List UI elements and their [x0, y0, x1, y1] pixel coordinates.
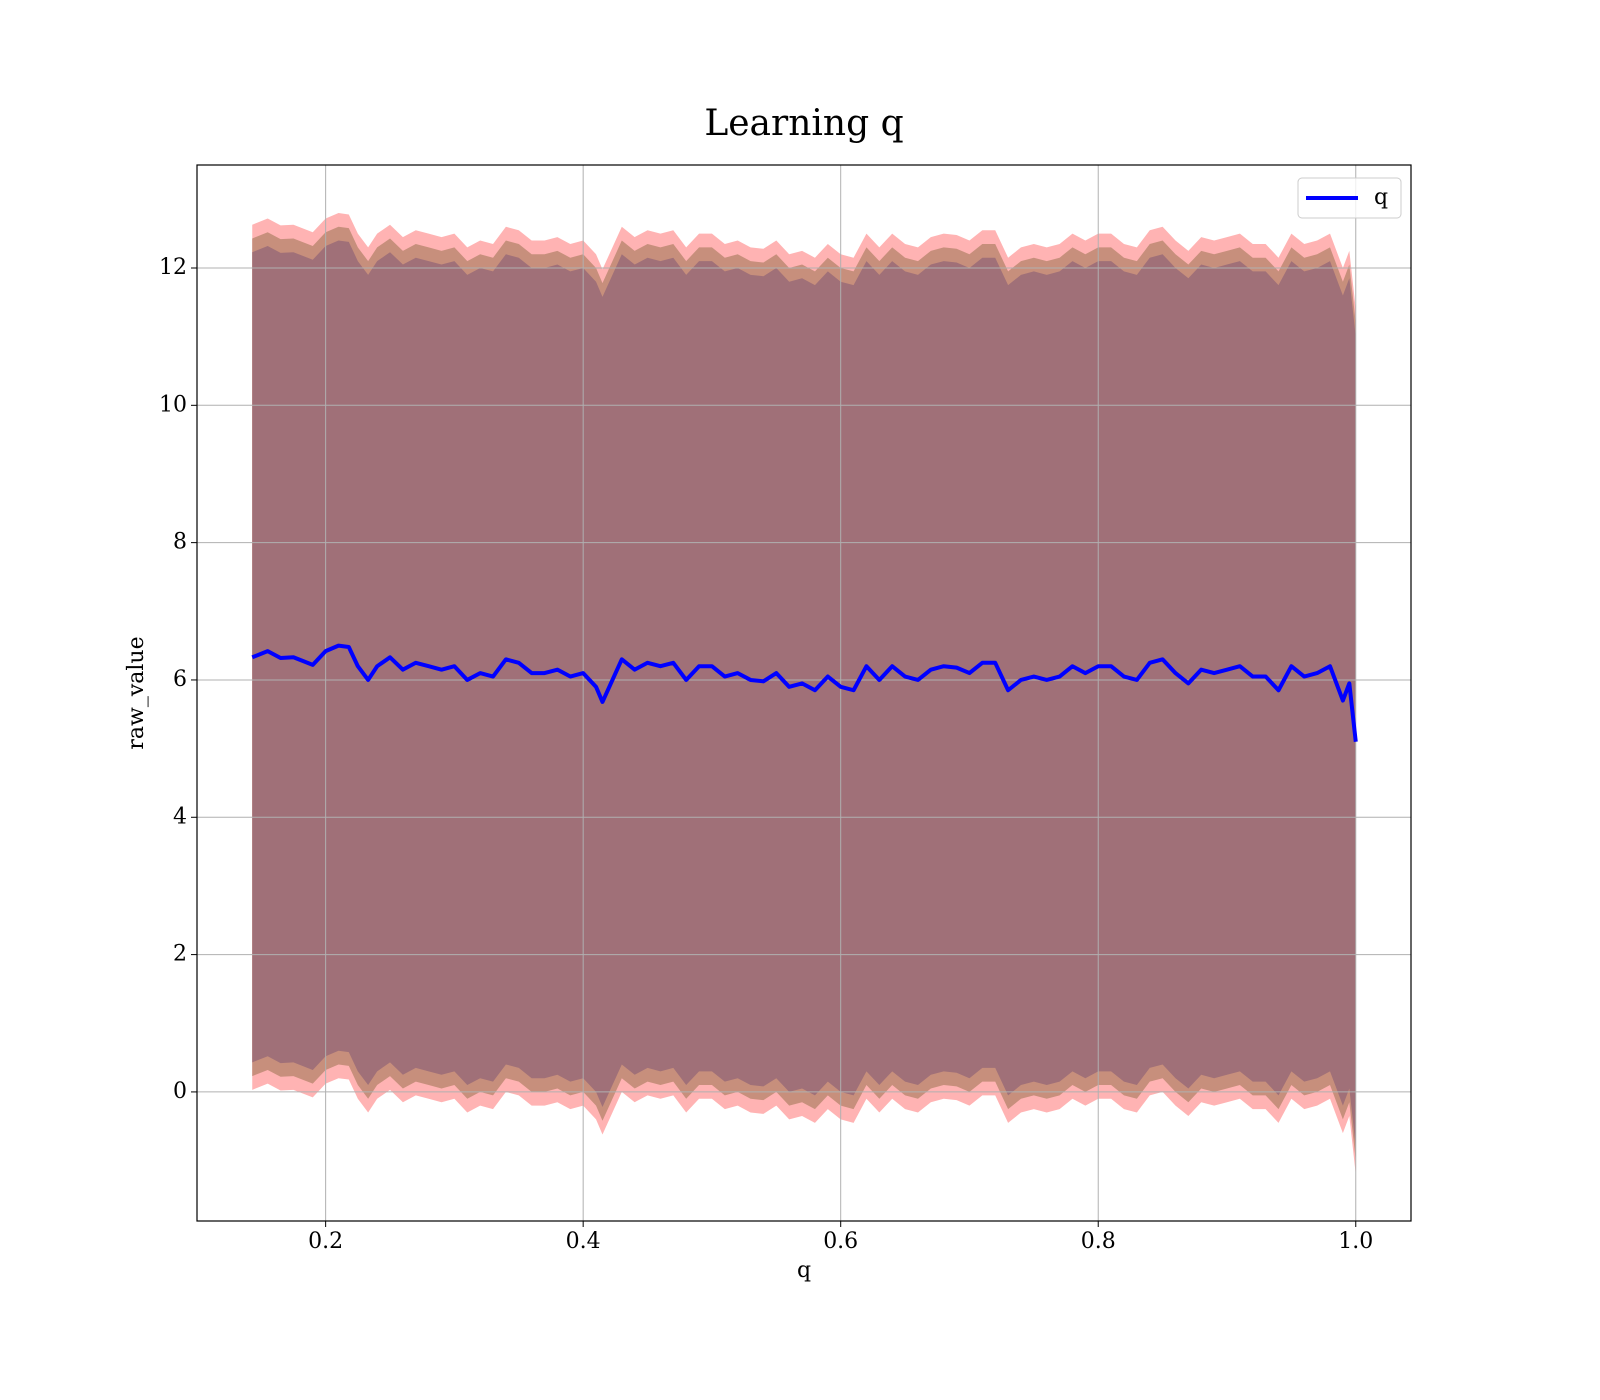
- line: [251, 643, 1358, 742]
- x-tick-label: 1.0: [1338, 1229, 1373, 1254]
- y-tick-label: 8: [173, 530, 187, 555]
- y-tick-label: 10: [159, 392, 187, 417]
- chart-title: Learning q: [704, 103, 903, 144]
- legend-label: q: [1374, 185, 1388, 210]
- y-tick-label: 4: [173, 804, 187, 829]
- y-tick-label: 12: [159, 255, 187, 280]
- x-tick-label: 0.2: [308, 1229, 343, 1254]
- y-tick-label: 2: [173, 942, 187, 967]
- x-axis-label: q: [797, 1258, 811, 1283]
- x-tick-label: 0.4: [566, 1229, 601, 1254]
- x-tick-label: 0.6: [823, 1229, 858, 1254]
- y-tick-label: 0: [173, 1079, 187, 1104]
- y-tick-label: 6: [173, 667, 187, 692]
- y-axis-label: raw_value: [124, 636, 149, 749]
- x-tick-label: 0.8: [1081, 1229, 1116, 1254]
- plot-frame: [196, 164, 1412, 1222]
- band: [252, 240, 1356, 1147]
